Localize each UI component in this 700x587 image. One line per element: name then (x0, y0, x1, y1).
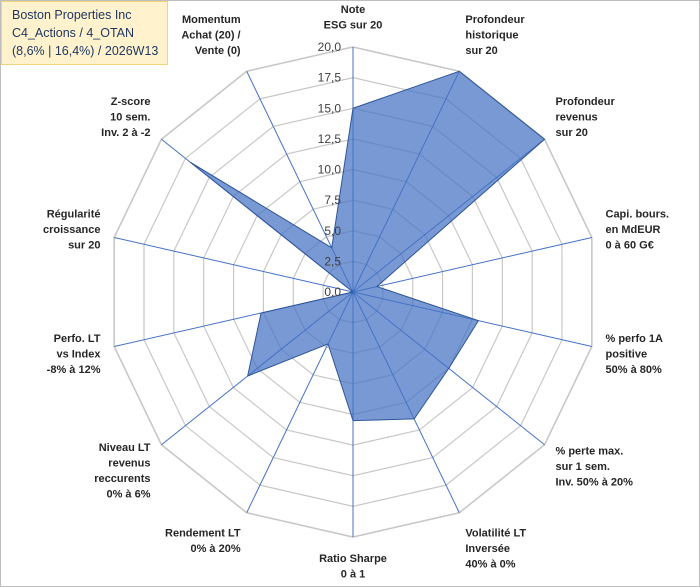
axis-label: Note ESG sur 20 (324, 4, 383, 32)
axis-label: Niveau LT revenus reccurents 0% à 6% (94, 442, 151, 501)
axis-label-line: -8% à 12% (47, 364, 101, 376)
spoke-line (352, 236, 592, 293)
axis-label-line: Rendement LT (165, 527, 241, 539)
axis-label-line: historique (465, 30, 518, 42)
axis-label: Profondeur revenus sur 20 (555, 96, 615, 139)
axis-label-line: % perte max. (555, 445, 623, 457)
axis-label: Z-score 10 sem. Inv. 2 à -2 (101, 96, 150, 139)
axis-label-line: ESG sur 20 (324, 20, 383, 32)
axis-label-line: Ratio Sharpe (319, 553, 387, 565)
series-area (189, 70, 546, 422)
axis-label-line: positive (606, 349, 648, 361)
axis-label-line: sur 20 (465, 45, 497, 57)
axis-label-line: reccurents (94, 473, 150, 485)
axis-label-line: Perfo. LT (54, 333, 101, 345)
axis-label: Régularité croissance sur 20 (43, 208, 100, 251)
chart-title-box: Boston Properties Inc C4_Actions / 4_OTA… (1, 1, 168, 65)
tick-label: 7,5 (324, 193, 341, 207)
axis-label: Rendement LT 0% à 20% (165, 527, 241, 555)
axis-label-line: Profondeur (555, 96, 615, 108)
axis-label-line: 0 à 1 (341, 569, 365, 581)
axis-label: Ratio Sharpe 0 à 1 (319, 553, 387, 581)
axis-label-line: Volatilité LT (465, 527, 526, 539)
axis-label-line: sur 20 (555, 127, 587, 139)
axis-label: % perte max. sur 1 sem. Inv. 50% à 20% (555, 445, 633, 488)
axis-label: Volatilité LT Inversée 40% à 0% (465, 527, 526, 570)
axis-label-line: Achat (20) / (181, 30, 240, 42)
title-company: Boston Properties Inc (12, 8, 132, 22)
axis-label-line: Inv. 2 à -2 (101, 127, 150, 139)
axis-label-line: 40% à 0% (465, 558, 515, 570)
radar-tick-labels: 0,0 2,5 5,0 7,5 10,0 12,5 15,0 17,5 20,0 (318, 40, 342, 299)
tick-label: 17,5 (318, 71, 342, 85)
axis-label: % perfo 1A positive 50% à 80% (606, 333, 664, 376)
tick-label: 5,0 (324, 224, 341, 238)
axis-label-line: Capi. bours. (606, 208, 670, 220)
axis-label-line: % perfo 1A (606, 333, 664, 345)
axis-label-line: 50% à 80% (606, 364, 662, 376)
tick-label: 10,0 (318, 163, 342, 177)
axis-label-line: croissance (43, 224, 100, 236)
title-performance-week: (8,6% | 16,4%) / 2026W13 (12, 44, 159, 58)
radar-series (189, 70, 546, 422)
title-category: C4_Actions / 4_OTAN (12, 26, 135, 40)
axis-label-line: 10 sem. (110, 112, 150, 124)
radar-axis-labels: Note ESG sur 20 Profondeur historique sur 20… (43, 4, 669, 581)
axis-label: Profondeur historique sur 20 (465, 14, 525, 57)
axis-label-line: sur 20 (68, 239, 100, 251)
axis-label-line: revenus (108, 457, 150, 469)
axis-label: Capi. bours. en MdEUR 0 à 60 G€ (606, 208, 670, 251)
tick-label: 0,0 (324, 285, 341, 299)
axis-label-line: Inv. 50% à 20% (555, 476, 633, 488)
axis-label-line: Vente (0) (195, 45, 241, 57)
axis-label-line: Profondeur (465, 14, 525, 26)
axis-label-line: Z-score (111, 96, 151, 108)
axis-label-line: 0% à 6% (106, 488, 150, 500)
axis-label: Perfo. LT vs Index -8% à 12% (47, 333, 102, 376)
axis-label: Momentum Achat (20) / Vente (0) (181, 14, 241, 57)
axis-label-line: en MdEUR (606, 224, 661, 236)
spoke-line (114, 236, 354, 293)
axis-label-line: Niveau LT (99, 442, 151, 454)
axis-label-line: 0 à 60 G€ (606, 239, 654, 251)
axis-label-line: 0% à 20% (190, 543, 240, 555)
axis-label-line: Momentum (182, 14, 241, 26)
tick-label: 2,5 (324, 254, 341, 268)
tick-label: 15,0 (318, 101, 342, 115)
tick-label: 12,5 (318, 132, 342, 146)
axis-label-line: Note (341, 4, 365, 16)
axis-label-line: sur 1 sem. (555, 461, 609, 473)
axis-label-line: Inversée (465, 543, 510, 555)
axis-label-line: revenus (555, 112, 597, 124)
axis-label-line: Régularité (47, 208, 101, 220)
axis-label-line: vs Index (56, 349, 101, 361)
tick-label: 20,0 (318, 40, 342, 54)
